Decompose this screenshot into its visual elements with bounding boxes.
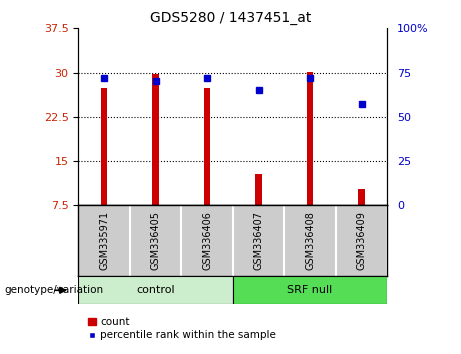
Text: GDS5280 / 1437451_at: GDS5280 / 1437451_at [150, 11, 311, 25]
Text: GSM335971: GSM335971 [99, 211, 109, 270]
Text: GSM336406: GSM336406 [202, 211, 212, 270]
Text: control: control [136, 285, 175, 295]
Text: GSM336407: GSM336407 [254, 211, 264, 270]
Bar [153, 74, 159, 205]
Bar [358, 189, 365, 205]
Bar [307, 72, 313, 205]
Bar [101, 88, 107, 205]
Bar [255, 174, 262, 205]
Text: GSM336409: GSM336409 [356, 211, 366, 270]
Text: GSM336405: GSM336405 [151, 211, 160, 270]
Text: genotype/variation: genotype/variation [5, 285, 104, 295]
FancyBboxPatch shape [233, 276, 387, 304]
FancyBboxPatch shape [78, 276, 233, 304]
Text: GSM336408: GSM336408 [305, 211, 315, 270]
Bar [204, 88, 210, 205]
Text: SRF null: SRF null [287, 285, 333, 295]
Legend: count, percentile rank within the sample: count, percentile rank within the sample [83, 313, 280, 345]
